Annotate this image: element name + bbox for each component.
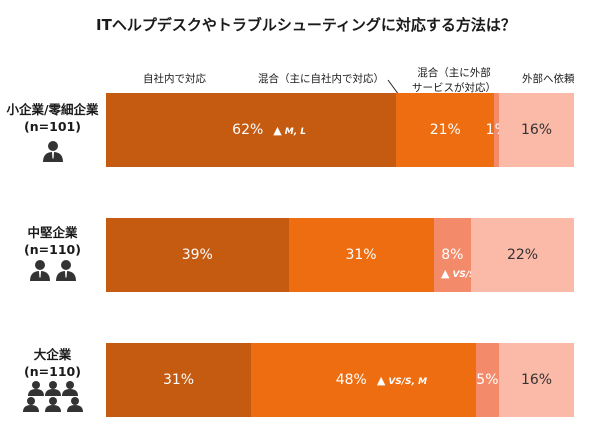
significance-note-text: VS/S xyxy=(452,270,476,280)
data-label-hybrid-in-house: 21% xyxy=(430,122,461,138)
data-label-hybrid-external: 5% xyxy=(476,372,498,388)
row-name-large: 大企業 xyxy=(33,347,72,362)
row-n-large: (n=110) xyxy=(24,364,81,379)
bar-segment-hybrid-external xyxy=(494,93,500,167)
bar-segment-in-house xyxy=(106,218,289,292)
bar-segment-hybrid-in-house xyxy=(251,343,476,417)
data-label-value: 22% xyxy=(506,247,539,263)
people-pair-icon xyxy=(29,260,76,281)
bar-segment-hybrid-external xyxy=(475,343,500,417)
legend-in-house: 自社内で対応 xyxy=(143,73,206,85)
row-n-small: (n=101) xyxy=(24,119,81,134)
significance-note-text: VS/S, M xyxy=(388,377,428,387)
bar-segment-hybrid-external xyxy=(433,218,472,292)
people-group-icon xyxy=(22,381,83,412)
data-label-hybrid-in-house: 31% xyxy=(345,247,376,263)
legend-hybrid-external: 混合（主に外部 サービスが対応） xyxy=(412,66,496,96)
data-label-outsourced: 16% xyxy=(521,372,552,388)
row-name-medium: 中堅企業 xyxy=(27,225,78,240)
data-label-value: 16% xyxy=(520,372,553,388)
stacked-bar-medium: 39% 31% 8% ▲ VS/S 22% xyxy=(106,218,574,292)
data-label-value: 8% xyxy=(441,247,464,263)
bar-segment-outsourced xyxy=(499,343,574,417)
legend-outsourced: 外部へ依頼 xyxy=(522,73,575,85)
bar-segment-in-house xyxy=(106,93,397,167)
bar-segment-hybrid-in-house xyxy=(288,218,434,292)
triangle-up-icon: ▲ xyxy=(273,124,282,137)
data-label-value: 21% xyxy=(429,122,461,138)
data-label-value: 39% xyxy=(181,247,213,263)
data-label-in-house: 62% ▲ M, L xyxy=(232,122,306,138)
data-label-hybrid-in-house: 48% ▲ VS/S, M xyxy=(336,372,427,388)
row-name-small: 小企業/零細企業 xyxy=(6,102,99,117)
data-label-outsourced: 22% xyxy=(507,247,538,263)
triangle-up-icon: ▲ xyxy=(376,374,386,387)
significance-note: ▲ VS/S, M xyxy=(376,374,428,387)
person-icon-group-small xyxy=(0,140,105,166)
legend-hybrid-in-house: 混合（主に自社内で対応） xyxy=(258,73,384,85)
data-label-in-house: 39% xyxy=(182,247,213,263)
person-icon xyxy=(42,141,63,162)
row-label-small: 小企業/零細企業 (n=101) xyxy=(0,101,105,135)
chart-title: ITヘルプデスクやトラブルシューティングに対応する方法は？ xyxy=(96,16,516,34)
data-label-value: 31% xyxy=(345,247,377,263)
bar-segment-in-house xyxy=(106,343,252,417)
data-label-value: 5% xyxy=(476,372,499,388)
stacked-bar-small: 62% ▲ M, L 21% 1% 16% xyxy=(106,93,574,167)
significance-note-text: M, L xyxy=(284,127,306,137)
data-label-value: 62% xyxy=(232,122,264,138)
bar-segment-hybrid-in-house xyxy=(396,93,495,167)
data-label-value: 16% xyxy=(520,122,553,138)
row-label-large: 大企業 (n=110) xyxy=(0,346,105,380)
significance-note: ▲ M, L xyxy=(273,124,306,137)
data-label-value: 48% xyxy=(335,372,367,388)
triangle-up-icon: ▲ xyxy=(440,267,450,280)
row-label-medium: 中堅企業 (n=110) xyxy=(0,224,105,258)
data-label-hybrid-external: 8% xyxy=(441,247,463,263)
row-n-medium: (n=110) xyxy=(24,242,81,257)
legend-hybrid-external-line1: 混合（主に外部 xyxy=(417,67,491,79)
legend-hybrid-external-line2: サービスが対応） xyxy=(412,82,496,94)
significance-note: ▲ VS/S xyxy=(441,267,476,280)
stacked-bar-large: 31% 48% ▲ VS/S, M 5% 16% xyxy=(106,343,574,417)
bar-segment-outsourced xyxy=(499,93,574,167)
person-icon-group-large xyxy=(0,380,105,416)
data-label-in-house: 31% xyxy=(163,372,194,388)
data-label-value: 31% xyxy=(162,372,195,388)
data-label-outsourced: 16% xyxy=(521,122,552,138)
person-icon-group-medium xyxy=(0,259,105,285)
bar-segment-outsourced xyxy=(471,218,574,292)
